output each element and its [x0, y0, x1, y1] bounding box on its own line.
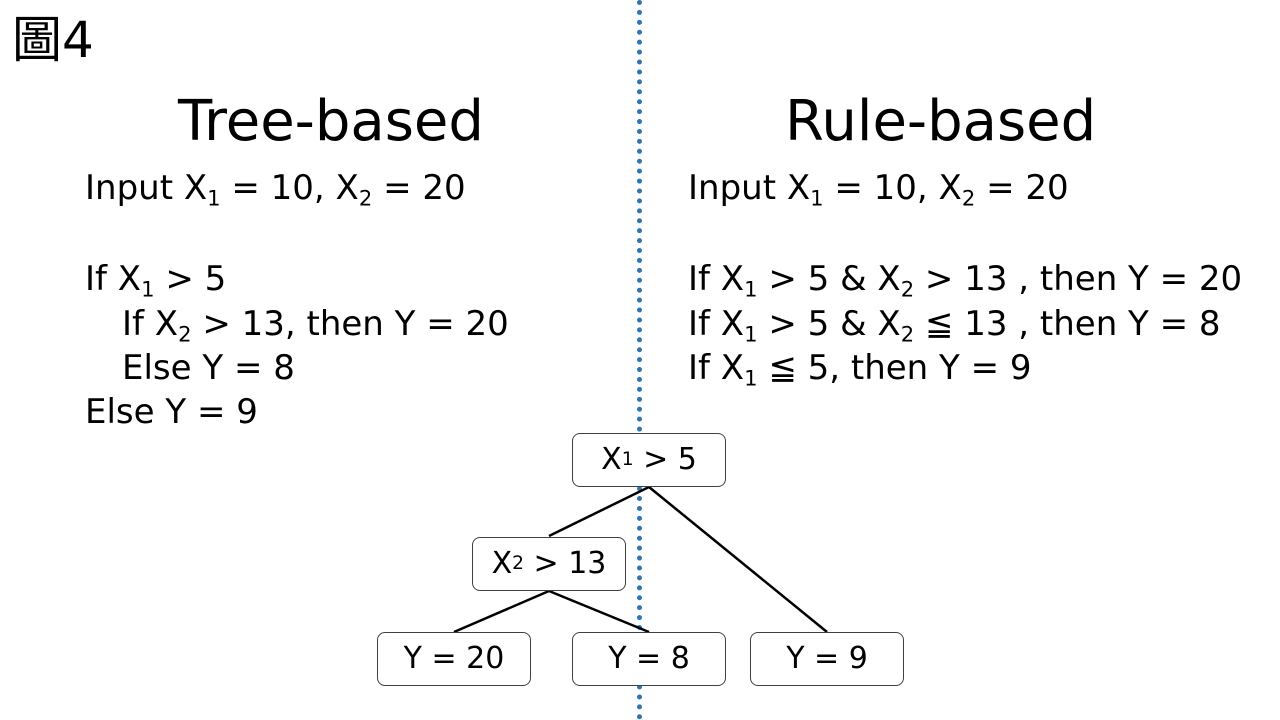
edge-inner-leaf-8	[548, 589, 650, 634]
tree-code-line: If X1 > 5	[85, 259, 227, 302]
tree-code-line: If X2 > 13, then Y = 20	[122, 304, 509, 347]
tree-leaf: Y = 8	[572, 632, 726, 686]
tree-code-line: Else Y = 8	[122, 348, 295, 388]
rule-line: If X1 > 5 & X2 ≦ 13 , then Y = 8	[688, 304, 1221, 347]
figure-label: 圖4	[12, 11, 94, 69]
tree-input-line: Input X1 = 10, X2 = 20	[85, 168, 466, 211]
edge-root-inner	[548, 485, 650, 538]
rule-line: If X1 ≦ 5, then Y = 9	[688, 348, 1032, 391]
tree-code-line: Else Y = 9	[85, 392, 258, 432]
tree-based-heading: Tree-based	[178, 89, 484, 154]
edge-root-leaf-9	[648, 486, 828, 633]
column-divider	[637, 0, 642, 720]
rule-input-line: Input X1 = 10, X2 = 20	[688, 168, 1069, 211]
rule-based-heading: Rule-based	[785, 89, 1097, 154]
tree-leaf: Y = 9	[750, 632, 904, 686]
rule-line: If X1 > 5 & X2 > 13 , then Y = 20	[688, 259, 1243, 302]
edge-inner-leaf-20	[453, 589, 550, 634]
tree-leaf: Y = 20	[377, 632, 531, 686]
